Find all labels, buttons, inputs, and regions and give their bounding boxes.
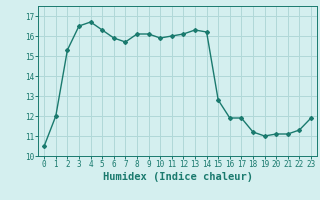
- X-axis label: Humidex (Indice chaleur): Humidex (Indice chaleur): [103, 172, 252, 182]
